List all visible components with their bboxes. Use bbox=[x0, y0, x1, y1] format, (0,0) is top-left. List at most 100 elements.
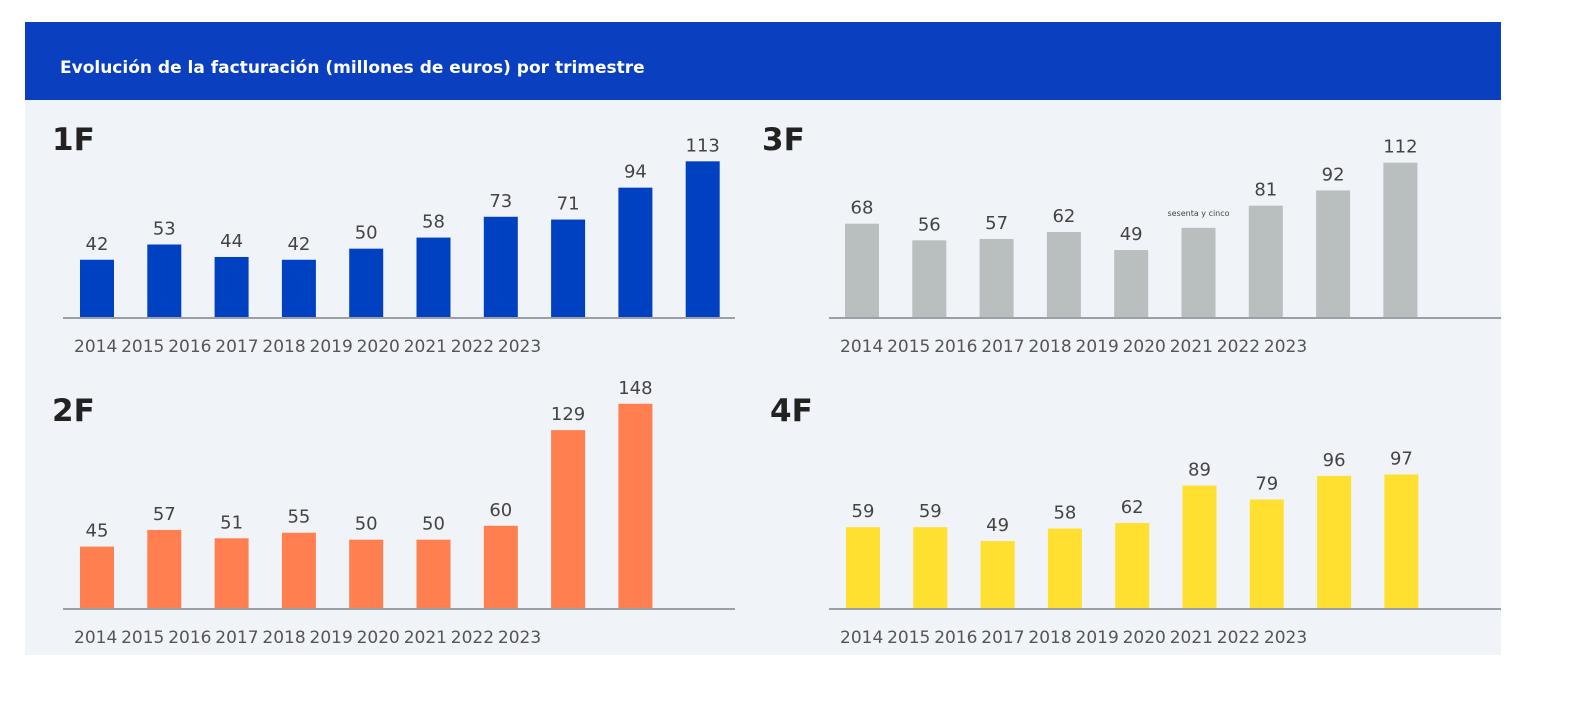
x-label: 2017 bbox=[981, 337, 1024, 357]
value-label: 89 bbox=[1188, 460, 1211, 481]
bar bbox=[846, 527, 880, 609]
value-label: 51 bbox=[220, 512, 243, 533]
x-label: 2017 bbox=[215, 337, 258, 357]
bar bbox=[349, 539, 384, 609]
header-bar bbox=[25, 22, 1501, 100]
value-label: 113 bbox=[686, 135, 720, 156]
x-label: 2023 bbox=[1264, 628, 1307, 648]
bar bbox=[551, 430, 586, 609]
x-label: 2014 bbox=[74, 628, 117, 648]
value-label: 45 bbox=[86, 521, 109, 542]
bar bbox=[349, 248, 384, 318]
bar bbox=[281, 259, 316, 318]
value-label: 68 bbox=[851, 198, 874, 219]
value-label: 50 bbox=[422, 514, 445, 535]
x-label: 2022 bbox=[451, 628, 494, 648]
value-label: 53 bbox=[153, 219, 176, 240]
bar bbox=[551, 219, 586, 318]
bar bbox=[147, 244, 182, 318]
x-label: 2014 bbox=[840, 628, 883, 648]
value-label: 55 bbox=[287, 507, 310, 528]
bar bbox=[1046, 232, 1081, 318]
x-label: 2019 bbox=[1076, 628, 1119, 648]
x-label: 2016 bbox=[934, 337, 977, 357]
x-label: 2015 bbox=[121, 337, 164, 357]
x-label: 2019 bbox=[1076, 337, 1119, 357]
value-label: 44 bbox=[220, 231, 243, 252]
x-label: 2016 bbox=[934, 628, 977, 648]
value-label: 59 bbox=[919, 501, 942, 522]
value-label: 42 bbox=[287, 234, 310, 255]
value-label: 62 bbox=[1052, 206, 1075, 227]
bar bbox=[1316, 190, 1351, 318]
x-label: 2022 bbox=[451, 337, 494, 357]
bar bbox=[1317, 475, 1352, 609]
x-label: 2015 bbox=[121, 628, 164, 648]
value-label: 79 bbox=[1255, 473, 1278, 494]
bar bbox=[416, 237, 451, 318]
value-label: 58 bbox=[422, 212, 445, 233]
x-label: 2015 bbox=[887, 628, 930, 648]
x-label: 2020 bbox=[1123, 628, 1166, 648]
value-label: 62 bbox=[1121, 497, 1144, 518]
bar bbox=[980, 541, 1015, 609]
header-title: Evolución de la facturación (millones de… bbox=[60, 58, 645, 78]
value-label: 59 bbox=[852, 501, 875, 522]
x-label: 2019 bbox=[310, 628, 353, 648]
chart-title: 2F bbox=[52, 393, 95, 429]
x-label: 2020 bbox=[357, 628, 400, 648]
value-label: 56 bbox=[918, 214, 941, 235]
x-label: 2020 bbox=[1123, 337, 1166, 357]
x-label: 2021 bbox=[1170, 628, 1213, 648]
bar bbox=[80, 259, 114, 318]
bar bbox=[483, 216, 518, 318]
x-label: 2016 bbox=[168, 628, 211, 648]
bar bbox=[1384, 474, 1419, 609]
x-label: 2014 bbox=[840, 337, 883, 357]
bar bbox=[1115, 523, 1150, 609]
bar bbox=[845, 223, 879, 318]
x-label: 2023 bbox=[498, 337, 541, 357]
x-label: 2021 bbox=[1170, 337, 1213, 357]
bar bbox=[147, 529, 182, 609]
bar bbox=[483, 525, 518, 609]
bar bbox=[1249, 499, 1284, 609]
value-label: 57 bbox=[985, 213, 1008, 234]
x-label: 2022 bbox=[1217, 337, 1260, 357]
bar bbox=[913, 527, 948, 609]
chart-title: 1F bbox=[52, 122, 95, 158]
value-label: 58 bbox=[1053, 503, 1076, 524]
value-label: 49 bbox=[1120, 224, 1143, 245]
value-label: 81 bbox=[1254, 180, 1277, 201]
bar bbox=[1182, 485, 1217, 609]
value-label: 94 bbox=[624, 162, 647, 183]
x-label: 2019 bbox=[310, 337, 353, 357]
x-label: 2017 bbox=[981, 628, 1024, 648]
bar bbox=[685, 161, 720, 318]
value-label: 49 bbox=[986, 515, 1009, 536]
x-label: 2022 bbox=[1217, 628, 1260, 648]
x-label: 2018 bbox=[262, 628, 305, 648]
bar bbox=[1383, 162, 1418, 318]
x-label: 2017 bbox=[215, 628, 258, 648]
x-label: 2018 bbox=[262, 337, 305, 357]
x-label: 2020 bbox=[357, 337, 400, 357]
value-label: sesenta y cinco bbox=[1167, 209, 1229, 218]
bar bbox=[1114, 250, 1149, 318]
value-label: 92 bbox=[1322, 164, 1345, 185]
value-label: 73 bbox=[489, 191, 512, 212]
x-label: 2023 bbox=[498, 628, 541, 648]
value-label: 96 bbox=[1323, 450, 1346, 471]
bar bbox=[618, 403, 653, 609]
x-label: 2018 bbox=[1028, 337, 1071, 357]
chart-title: 3F bbox=[762, 122, 805, 158]
bar bbox=[214, 256, 249, 318]
chart-title: 4F bbox=[770, 393, 813, 429]
value-label: 112 bbox=[1383, 137, 1417, 158]
value-label: 148 bbox=[618, 378, 652, 399]
value-label: 97 bbox=[1390, 448, 1413, 469]
bar bbox=[1047, 528, 1082, 609]
x-label: 2023 bbox=[1264, 337, 1307, 357]
